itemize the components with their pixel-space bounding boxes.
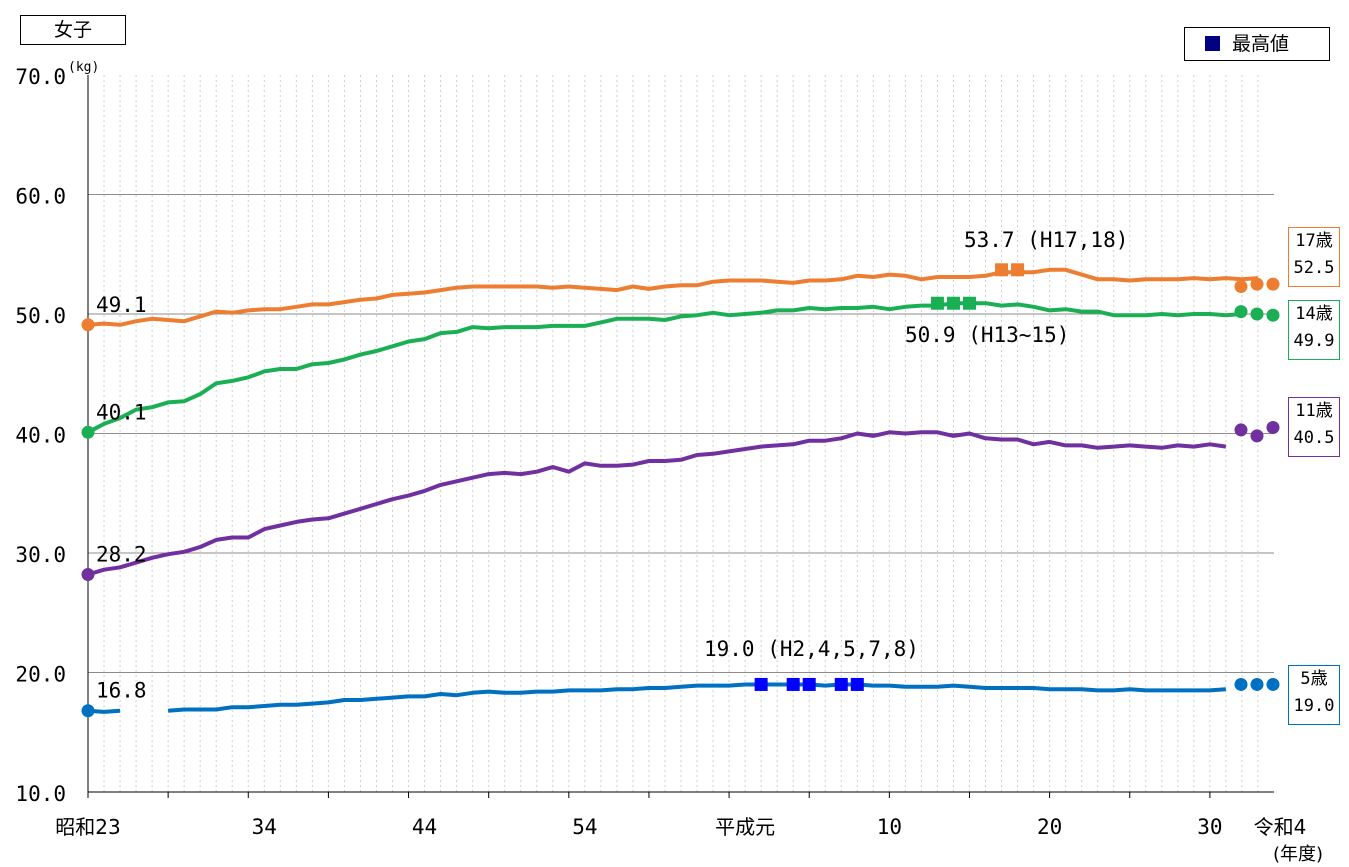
recent-point-11 bbox=[1234, 423, 1248, 437]
panel-label: 女子 bbox=[20, 15, 126, 45]
recent-point-11 bbox=[1266, 421, 1280, 435]
recent-point-5 bbox=[1250, 677, 1264, 691]
x-tick-label: 平成元 bbox=[715, 815, 775, 839]
y-tick-label: 70.0 bbox=[15, 65, 66, 89]
legend-label: 最高値 bbox=[1232, 33, 1290, 55]
max-marker-17 bbox=[995, 263, 1009, 277]
max-marker-5 bbox=[802, 677, 816, 691]
series-line-5 bbox=[167, 682, 1227, 713]
first-value-label-5: 16.8 bbox=[96, 679, 147, 703]
y-tick-label: 10.0 bbox=[15, 782, 66, 806]
first-point-14 bbox=[81, 425, 95, 439]
series-line-17 bbox=[87, 267, 1259, 327]
y-tick-label: 60.0 bbox=[15, 185, 66, 209]
max-marker-5 bbox=[834, 677, 848, 691]
recent-point-11 bbox=[1250, 429, 1264, 443]
recent-point-5 bbox=[1266, 677, 1280, 691]
age-box-17-name: 17歳 bbox=[1295, 231, 1333, 251]
recent-point-14 bbox=[1250, 307, 1264, 321]
legend: 最高値 bbox=[1184, 27, 1330, 61]
x-tick-label: 20 bbox=[1037, 815, 1062, 839]
max-marker-5 bbox=[754, 677, 768, 691]
x-tick-label: 30 bbox=[1197, 815, 1222, 839]
x-tick-label: 昭和23 bbox=[55, 815, 120, 839]
max-value-label-5: 19.0 (H2,4,5,7,8) bbox=[704, 637, 919, 661]
max-marker-14 bbox=[930, 296, 944, 310]
x-tick-label: 34 bbox=[252, 815, 277, 839]
first-value-label-14: 40.1 bbox=[96, 400, 147, 424]
series-line-14 bbox=[87, 301, 1243, 435]
first-point-17 bbox=[81, 318, 95, 332]
first-value-label-11: 28.2 bbox=[96, 543, 147, 567]
age-box-11: 11歳 40.5 bbox=[1288, 397, 1340, 457]
age-box-5-name: 5歳 bbox=[1300, 669, 1328, 689]
x-tick-label: 10 bbox=[877, 815, 902, 839]
series-line-11 bbox=[87, 430, 1227, 577]
age-box-17: 17歳 52.5 bbox=[1288, 227, 1340, 287]
legend-marker-icon bbox=[1205, 36, 1220, 51]
age-box-17-value: 52.5 bbox=[1293, 258, 1335, 278]
max-marker-14 bbox=[962, 296, 976, 310]
max-marker-17 bbox=[1011, 263, 1025, 277]
first-value-label-17: 49.1 bbox=[96, 293, 147, 317]
age-box-14: 14歳 49.9 bbox=[1288, 300, 1340, 360]
y-tick-label: 20.0 bbox=[15, 663, 66, 687]
first-point-11 bbox=[81, 568, 95, 582]
y-tick-label: 50.0 bbox=[15, 304, 66, 328]
y-tick-label: 30.0 bbox=[15, 543, 66, 567]
recent-point-17 bbox=[1250, 277, 1264, 291]
y-tick-label: 40.0 bbox=[15, 424, 66, 448]
max-marker-5 bbox=[850, 677, 864, 691]
max-value-label-14: 50.9 (H13~15) bbox=[905, 323, 1069, 347]
y-unit-label: (kg) bbox=[68, 60, 99, 75]
recent-point-17 bbox=[1234, 280, 1248, 294]
x-tick-label: 54 bbox=[572, 815, 597, 839]
first-point-5 bbox=[81, 704, 95, 718]
age-box-11-name: 11歳 bbox=[1295, 401, 1333, 421]
age-box-11-value: 40.5 bbox=[1293, 428, 1335, 448]
age-box-14-value: 49.9 bbox=[1293, 331, 1335, 351]
max-marker-14 bbox=[946, 296, 960, 310]
x-tick-label: 44 bbox=[412, 815, 437, 839]
age-box-5-value: 19.0 bbox=[1293, 696, 1335, 716]
max-value-label-17: 53.7 (H17,18) bbox=[964, 228, 1128, 252]
x-tick-label: 令和4 bbox=[1254, 815, 1307, 839]
recent-point-17 bbox=[1266, 277, 1280, 291]
x-unit-label: (年度) bbox=[1273, 844, 1323, 865]
age-box-14-name: 14歳 bbox=[1295, 304, 1333, 324]
recent-point-5 bbox=[1234, 677, 1248, 691]
max-marker-5 bbox=[786, 677, 800, 691]
recent-point-14 bbox=[1234, 305, 1248, 319]
age-box-5: 5歳 19.0 bbox=[1288, 665, 1340, 725]
recent-point-14 bbox=[1266, 308, 1280, 322]
